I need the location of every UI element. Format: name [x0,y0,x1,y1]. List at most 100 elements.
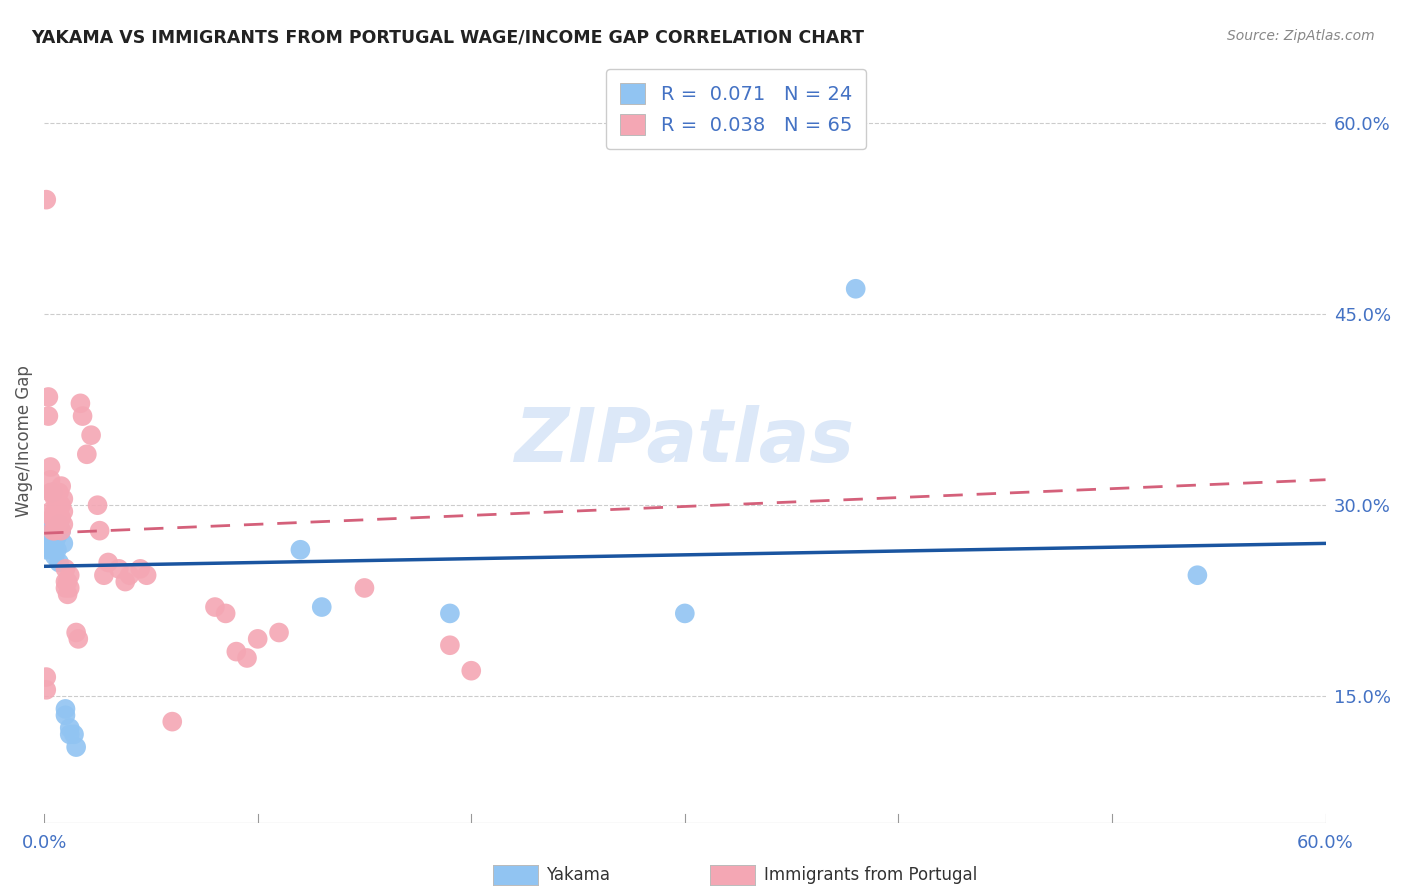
Point [41,485,63,500]
Point [214,607,236,621]
Point [59,581,82,595]
Point [236,651,259,665]
Text: 0.0%: 0.0% [21,834,67,852]
Point [65,625,87,640]
Point [39,536,62,550]
Point [55,574,77,589]
Point [439,638,461,652]
Point [44,505,66,519]
Y-axis label: Wage/Income Gap: Wage/Income Gap [15,366,32,517]
Point [44,524,66,538]
Point [48,498,70,512]
Point [48,505,70,519]
Point [67,632,90,646]
Point [37,409,59,423]
Point [45,530,67,544]
Point [48,556,70,570]
Point [63,727,86,741]
Point [118,568,141,582]
Point [162,714,184,729]
Point [39,505,62,519]
Point [52,491,75,506]
Point [52,536,75,550]
Point [311,600,333,615]
Point [65,740,87,755]
Point [135,568,157,582]
Point [44,536,66,550]
Point [86,498,108,512]
Point [41,524,63,538]
Point [72,409,94,423]
Point [56,574,79,589]
Point [93,568,115,582]
Point [59,568,82,582]
Point [673,607,696,621]
Point [51,479,73,493]
Point [55,702,77,716]
Point [48,517,70,532]
Text: Source: ZipAtlas.com: Source: ZipAtlas.com [1227,29,1375,43]
Point [35,536,58,550]
Point [129,562,152,576]
Point [52,505,75,519]
Point [37,524,59,538]
Point [51,498,73,512]
Text: 60.0%: 60.0% [1298,834,1354,852]
Point [439,607,461,621]
Point [1187,568,1209,582]
Point [55,708,77,723]
Point [59,727,82,741]
Point [51,511,73,525]
Point [59,721,82,735]
Point [114,574,136,589]
Point [246,632,269,646]
Point [108,562,131,576]
Point [460,664,482,678]
Point [97,556,120,570]
Point [845,282,868,296]
Point [45,498,67,512]
Point [39,460,62,475]
Legend: R =  0.071   N = 24, R =  0.038   N = 65: R = 0.071 N = 24, R = 0.038 N = 65 [606,70,866,149]
Text: ZIPatlas: ZIPatlas [515,405,855,478]
Point [51,524,73,538]
Point [41,524,63,538]
Point [45,505,67,519]
Point [52,517,75,532]
Point [39,542,62,557]
Point [39,485,62,500]
Point [41,511,63,525]
Point [267,625,290,640]
Point [69,396,91,410]
Point [44,549,66,563]
Point [39,473,62,487]
Point [45,542,67,557]
Point [204,600,226,615]
Point [44,505,66,519]
Point [51,524,73,538]
Point [35,542,58,557]
Text: YAKAMA VS IMMIGRANTS FROM PORTUGAL WAGE/INCOME GAP CORRELATION CHART: YAKAMA VS IMMIGRANTS FROM PORTUGAL WAGE/… [31,29,863,46]
Point [37,530,59,544]
Text: Yakama: Yakama [546,866,610,884]
Point [89,524,111,538]
Point [55,581,77,595]
Point [44,491,66,506]
Point [353,581,375,595]
Point [56,587,79,601]
Point [80,428,103,442]
Text: Immigrants from Portugal: Immigrants from Portugal [763,866,977,884]
Point [37,390,59,404]
Point [41,511,63,525]
Point [35,193,58,207]
Point [225,645,247,659]
Point [35,682,58,697]
Point [290,542,312,557]
Point [76,447,98,461]
Point [41,485,63,500]
Point [55,562,77,576]
Point [48,485,70,500]
Point [35,670,58,684]
Point [45,517,67,532]
Point [45,485,67,500]
